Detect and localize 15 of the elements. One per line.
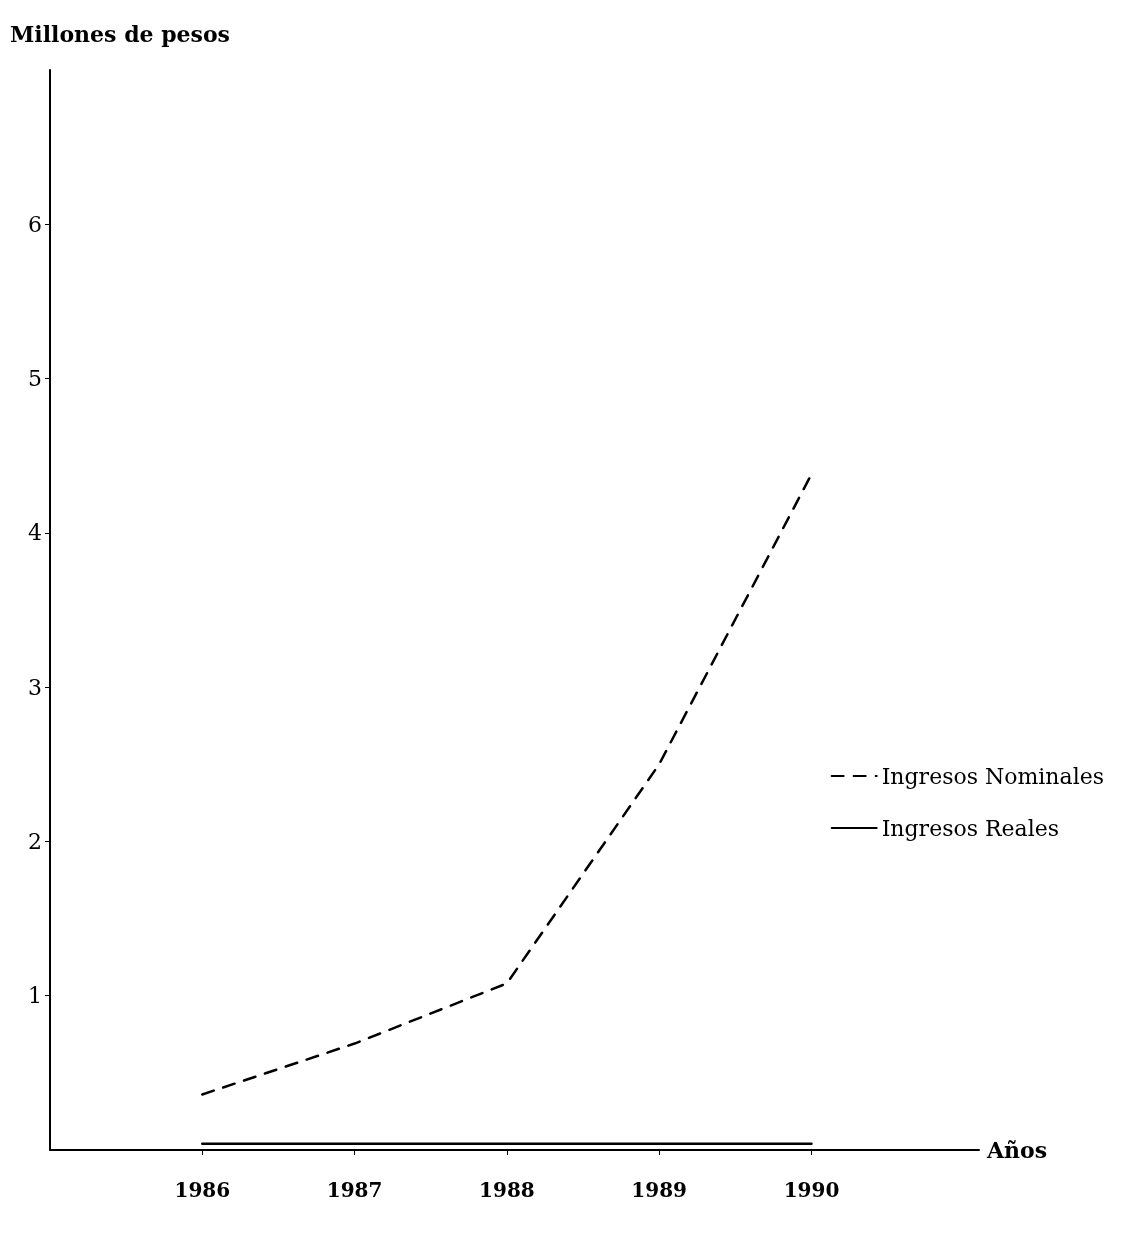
legend-label: Ingresos Reales	[881, 815, 1060, 841]
y-tick-label: 6	[28, 211, 42, 237]
x-tick-label: 1986	[174, 1178, 231, 1202]
x-tick-label: 1989	[631, 1178, 688, 1202]
y-tick-label: 2	[28, 828, 42, 854]
y-axis-title: Millones de pesos	[10, 21, 230, 47]
x-tick-label: 1988	[479, 1178, 535, 1202]
x-tick-label: 1987	[326, 1178, 383, 1202]
y-tick-label: 5	[28, 366, 42, 392]
legend-label: Ingresos Nominales	[881, 763, 1105, 789]
y-tick-label: 3	[28, 674, 42, 700]
x-axis-title: Años	[986, 1137, 1048, 1163]
y-tick-label: 4	[28, 520, 42, 546]
y-tick-label: 1	[28, 983, 42, 1009]
x-tick-label: 1990	[783, 1178, 840, 1202]
